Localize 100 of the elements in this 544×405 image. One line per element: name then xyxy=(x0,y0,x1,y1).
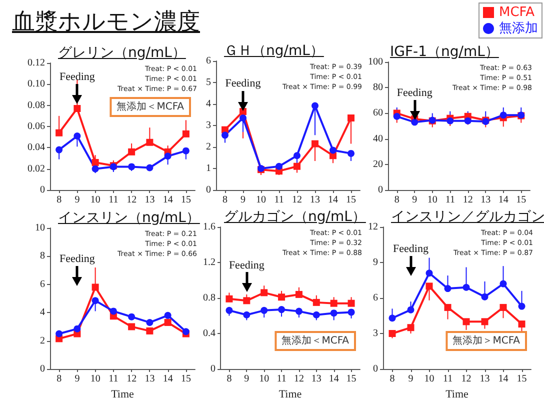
x-tick-label: 13 xyxy=(311,374,322,384)
x-tick-label: 11 xyxy=(108,374,118,384)
x-tick-label: 12 xyxy=(126,374,137,384)
x-tick-label: 14 xyxy=(162,194,173,206)
x-tick-label: 9 xyxy=(74,374,80,384)
y-tick-label: 2 xyxy=(206,142,211,152)
y-tick-label: 6 xyxy=(206,56,211,66)
annotation: Feeding xyxy=(396,87,433,100)
x-tick-label: 14 xyxy=(328,374,339,384)
x-tick-label: 10 xyxy=(90,374,100,384)
y-tick-label: 6 xyxy=(373,292,378,304)
y-tick-label: 3 xyxy=(206,120,211,131)
annotation: Feeding xyxy=(225,78,262,90)
chart-title: インスリン（ng/mL） xyxy=(58,209,200,227)
x-tick-label: 9 xyxy=(240,194,246,206)
y-tick-label: 40 xyxy=(373,133,383,144)
x-tick-label: 15 xyxy=(180,194,191,206)
y-tick-label: 0 xyxy=(378,184,383,196)
x-tick-label: 15 xyxy=(346,194,356,206)
y-tick-label: 5 xyxy=(206,77,211,88)
x-tick-label: 15 xyxy=(516,374,527,384)
x-tick-label: 14 xyxy=(162,374,173,384)
x-tick-label: 12 xyxy=(294,374,304,384)
y-tick-label: 20 xyxy=(373,158,383,170)
annotation: Feeding xyxy=(228,259,265,272)
y-tick-label: 0.02 xyxy=(28,163,45,174)
annotation: 無添加＜MCFA xyxy=(282,334,350,346)
annotation: 無添加＜MCFA xyxy=(116,100,184,112)
x-axis-title: Time xyxy=(111,388,134,400)
annotation: 無添加＞MCFA xyxy=(452,334,520,346)
y-tick-label: 0 xyxy=(373,364,378,374)
x-tick-label: 11 xyxy=(276,374,286,384)
y-tick-label: 9 xyxy=(373,257,378,268)
x-tick-label: 8 xyxy=(222,194,228,206)
x-tick-label: 8 xyxy=(56,374,62,384)
x-tick-label: 8 xyxy=(56,194,62,206)
chart-title: インスリン／グルカゴン xyxy=(391,208,544,226)
x-axis-title: Time xyxy=(446,388,469,400)
y-tick-label: 0.12 xyxy=(28,58,45,68)
y-tick-label: 0.10 xyxy=(28,78,45,90)
y-tick-label: 8 xyxy=(40,250,45,262)
y-tick-label: 10 xyxy=(35,222,45,234)
x-tick-label: 13 xyxy=(310,194,320,206)
chart-title: ＧＨ（ng/mL） xyxy=(224,42,324,60)
x-tick-label: 12 xyxy=(292,194,302,206)
y-tick-label: 80 xyxy=(373,82,383,94)
x-tick-label: 14 xyxy=(498,194,508,206)
chart-title: IGF-1（ng/mL） xyxy=(390,43,499,61)
x-tick-label: 14 xyxy=(328,194,338,206)
y-tick-label: 0 xyxy=(210,364,216,374)
x-tick-label: 15 xyxy=(180,374,191,384)
x-tick-label: 13 xyxy=(480,374,490,384)
x-tick-label: 11 xyxy=(445,194,455,206)
x-tick-label: 8 xyxy=(390,374,395,384)
x-tick-label: 10 xyxy=(424,374,434,384)
x-tick-label: 10 xyxy=(427,194,438,206)
y-tick-label: 4 xyxy=(40,307,45,318)
x-axis-title: Time xyxy=(278,388,302,400)
x-tick-label: 13 xyxy=(480,194,491,206)
x-tick-label: 9 xyxy=(408,374,414,384)
x-tick-label: 11 xyxy=(274,194,284,206)
text: 血漿ホルモン濃度 xyxy=(12,8,200,37)
y-tick-label: 100 xyxy=(368,56,383,68)
x-tick-label: 9 xyxy=(74,194,80,206)
y-tick-label: 0 xyxy=(40,364,45,374)
x-tick-label: 11 xyxy=(442,374,453,384)
x-tick-label: 10 xyxy=(90,194,100,206)
y-tick-label: 0 xyxy=(206,184,211,196)
y-tick-label: 0.4 xyxy=(203,328,216,339)
y-tick-label: 4 xyxy=(206,98,211,110)
y-tick-label: 0 xyxy=(40,184,45,196)
x-tick-label: 8 xyxy=(394,194,400,206)
chart-title: グルカゴン（ng/mL） xyxy=(224,208,366,226)
annotation: Feeding xyxy=(59,71,96,84)
x-tick-label: 9 xyxy=(412,194,418,206)
x-tick-label: 12 xyxy=(461,374,472,384)
y-tick-label: 0.08 xyxy=(28,100,45,111)
x-tick-label: 10 xyxy=(259,374,270,384)
x-tick-label: 12 xyxy=(462,194,473,206)
x-tick-label: 9 xyxy=(244,374,250,384)
y-tick-label: 0.8 xyxy=(203,292,216,304)
x-tick-label: 13 xyxy=(144,374,155,384)
x-tick-label: 14 xyxy=(498,374,508,384)
y-tick-label: 6 xyxy=(40,278,45,290)
x-tick-label: 11 xyxy=(108,194,118,206)
x-tick-label: 12 xyxy=(126,194,137,206)
y-tick-label: 3 xyxy=(373,328,378,339)
legend-label: MCFA xyxy=(499,5,535,20)
x-tick-label: 13 xyxy=(144,194,155,206)
y-tick-label: 0.06 xyxy=(28,121,45,132)
legend-label: 無添加 xyxy=(499,21,538,36)
x-tick-label: 10 xyxy=(256,194,266,206)
y-tick-label: 2 xyxy=(40,335,45,346)
y-tick-label: 0.04 xyxy=(28,142,45,154)
x-tick-label: 8 xyxy=(226,374,232,384)
y-tick-label: 60 xyxy=(373,108,383,119)
y-tick-label: 1 xyxy=(206,163,211,174)
chart-title: グレリン（ng/mL） xyxy=(58,44,186,62)
y-tick-label: 1.2 xyxy=(203,257,216,268)
x-tick-label: 15 xyxy=(346,374,356,384)
